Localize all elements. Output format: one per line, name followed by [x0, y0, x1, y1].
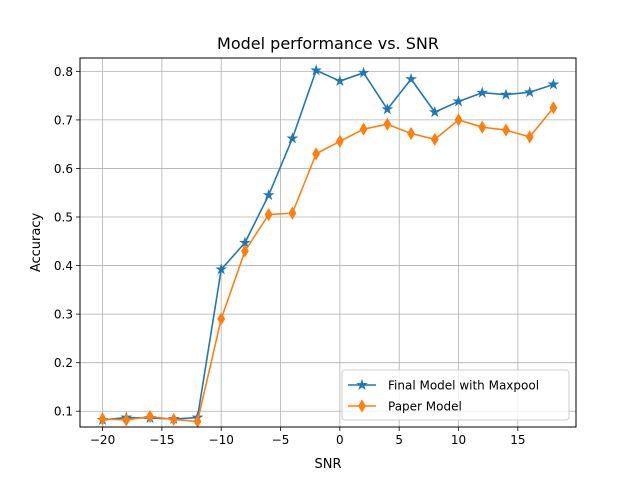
data-point [215, 263, 228, 275]
data-point [357, 66, 370, 78]
series-layer [96, 64, 560, 428]
y-tick-label: 0.8 [54, 65, 73, 79]
data-point [525, 130, 534, 144]
y-axis-label: Accuracy [29, 213, 44, 273]
data-point [310, 64, 323, 76]
x-tick-label: −5 [272, 433, 290, 447]
x-tick-label: 15 [510, 433, 525, 447]
legend-item: Paper Model [348, 399, 462, 414]
x-tick-label: −20 [90, 433, 115, 447]
data-point [478, 120, 487, 134]
legend-label: Final Model with Maxpool [388, 379, 539, 393]
legend-frame [341, 369, 570, 421]
data-point [169, 412, 178, 427]
data-point [335, 134, 344, 148]
y-axis: 0.1 0.2 0.3 0.4 0.5 0.6 0.7 0.8 [54, 65, 80, 419]
data-point [476, 86, 489, 98]
y-tick-label: 0.2 [54, 356, 73, 370]
x-axis-label: SNR [314, 457, 341, 472]
data-point [98, 412, 107, 426]
x-tick-label: 10 [451, 433, 466, 447]
plot-frame [79, 57, 577, 428]
data-point [430, 132, 439, 146]
x-tick-label: 0 [336, 433, 344, 447]
legend-swatch-marker [358, 399, 366, 413]
data-point [381, 103, 394, 115]
data-point [288, 206, 297, 220]
grid [80, 58, 576, 427]
data-point [240, 244, 249, 258]
series-paper-model [98, 101, 558, 428]
data-point [523, 86, 536, 98]
data-point [428, 105, 441, 118]
data-point [122, 413, 131, 427]
data-point [452, 95, 465, 107]
data-point [264, 207, 273, 222]
y-tick-label: 0.1 [54, 405, 73, 419]
data-point [454, 113, 463, 127]
data-point [146, 409, 154, 424]
y-tick-label: 0.3 [54, 308, 73, 322]
legend-swatch-marker [356, 378, 368, 390]
y-tick-label: 0.6 [54, 162, 73, 176]
data-point [405, 72, 417, 85]
data-point [217, 312, 226, 326]
y-tick-label: 0.4 [54, 259, 73, 273]
data-point [549, 101, 558, 115]
data-point [547, 78, 560, 90]
data-point [262, 188, 275, 201]
x-tick-label: 5 [395, 433, 403, 447]
series-line [102, 107, 555, 423]
legend-item: Final Model with Maxpool [348, 379, 539, 393]
data-point [359, 122, 368, 136]
y-tick-label: 0.5 [54, 211, 73, 225]
series-line [102, 69, 554, 421]
data-point [286, 132, 299, 144]
y-tick-label: 0.7 [54, 113, 73, 127]
legend-label: Paper Model [388, 400, 462, 414]
chart-title: Model performance vs. SNR [217, 34, 439, 53]
data-point [500, 88, 512, 100]
legend: Final Model with Maxpool Paper Model [341, 369, 570, 421]
x-tick-label: −15 [149, 433, 174, 447]
x-axis: −20 −15 −10 −5 0 5 10 15 [90, 427, 525, 447]
data-point [333, 74, 346, 87]
x-tick-label: −10 [209, 433, 234, 447]
data-point [407, 126, 416, 141]
data-point [502, 123, 510, 137]
data-point [383, 117, 392, 131]
data-point [312, 147, 321, 161]
